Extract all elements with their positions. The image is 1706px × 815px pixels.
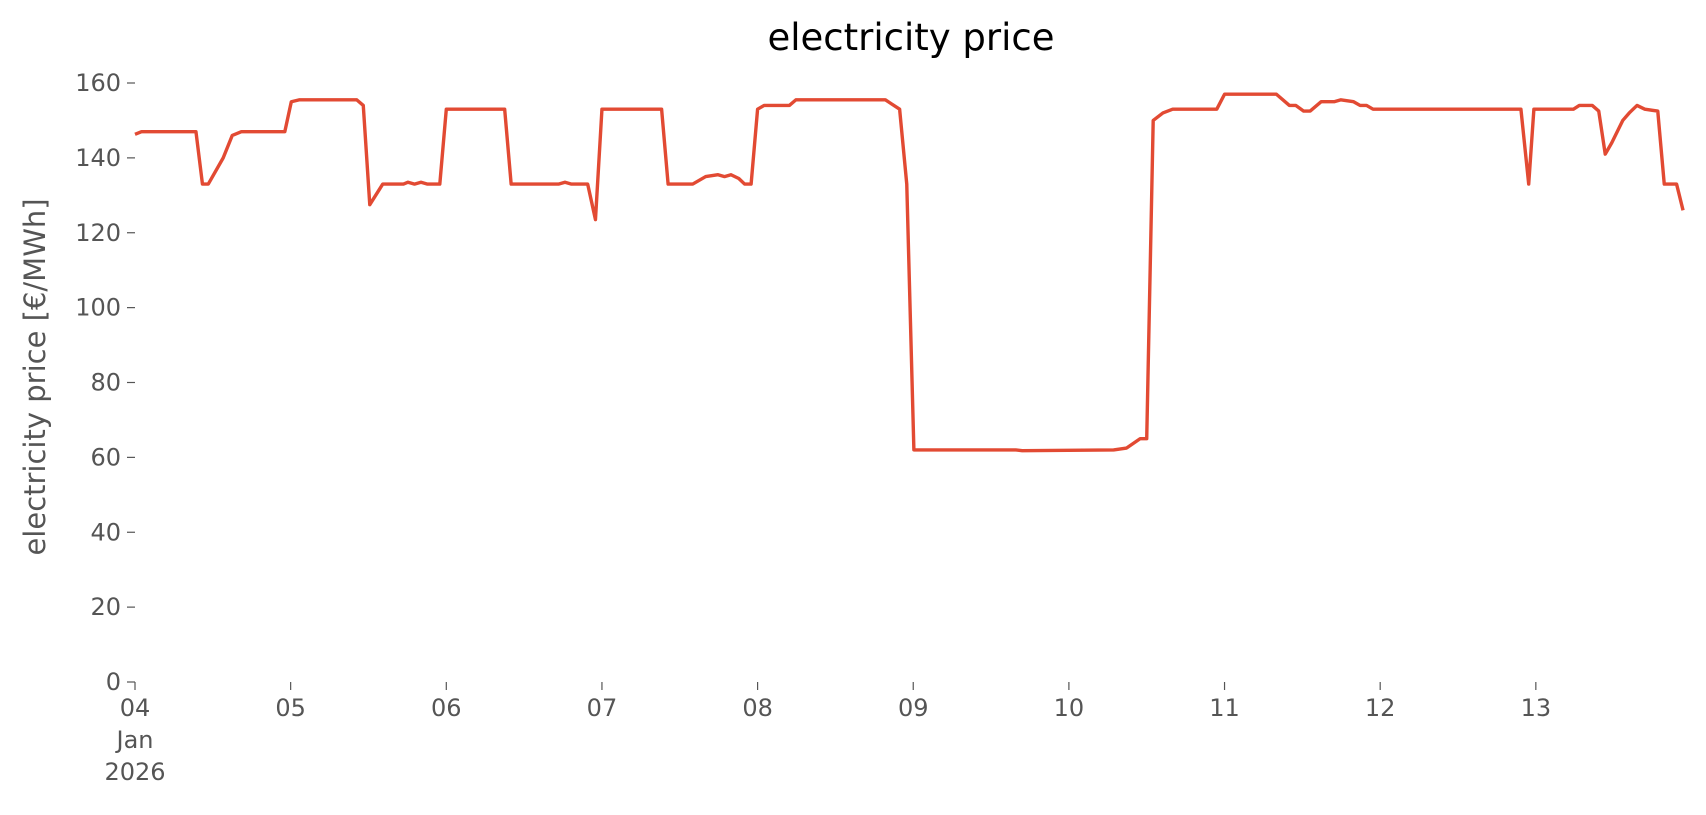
x-tick-label: 10: [1054, 694, 1085, 722]
x-tick-label-line: 04: [120, 694, 151, 722]
y-tick-label: 80: [90, 369, 121, 397]
x-tick-label: 04 Jan 2026: [104, 694, 165, 786]
x-tick-label: 12: [1365, 694, 1396, 722]
price-line: [134, 92, 1685, 453]
x-tick-label: 08: [742, 694, 773, 722]
x-tick-label: 06: [431, 694, 462, 722]
x-tick-label-line: Jan: [115, 726, 154, 754]
y-tick-label: 20: [90, 593, 121, 621]
x-tick-label-line: 2026: [104, 758, 165, 786]
y-tick-label: 0: [106, 668, 121, 696]
x-tick-label: 07: [587, 694, 618, 722]
x-tick-label: 11: [1209, 694, 1240, 722]
chart-title: electricity price: [767, 16, 1054, 59]
y-tick-label: 100: [75, 294, 121, 322]
x-tick-label: 09: [898, 694, 929, 722]
y-tick-label: 120: [75, 219, 121, 247]
x-tick-label: 13: [1521, 694, 1552, 722]
y-tick-label: 140: [75, 144, 121, 172]
y-tick-label: 40: [90, 518, 121, 546]
y-tick-label: 60: [90, 443, 121, 471]
y-tick-label: 160: [75, 69, 121, 97]
y-axis-label: electricity price [€/MWh]: [18, 198, 52, 555]
x-tick-label: 05: [275, 694, 306, 722]
